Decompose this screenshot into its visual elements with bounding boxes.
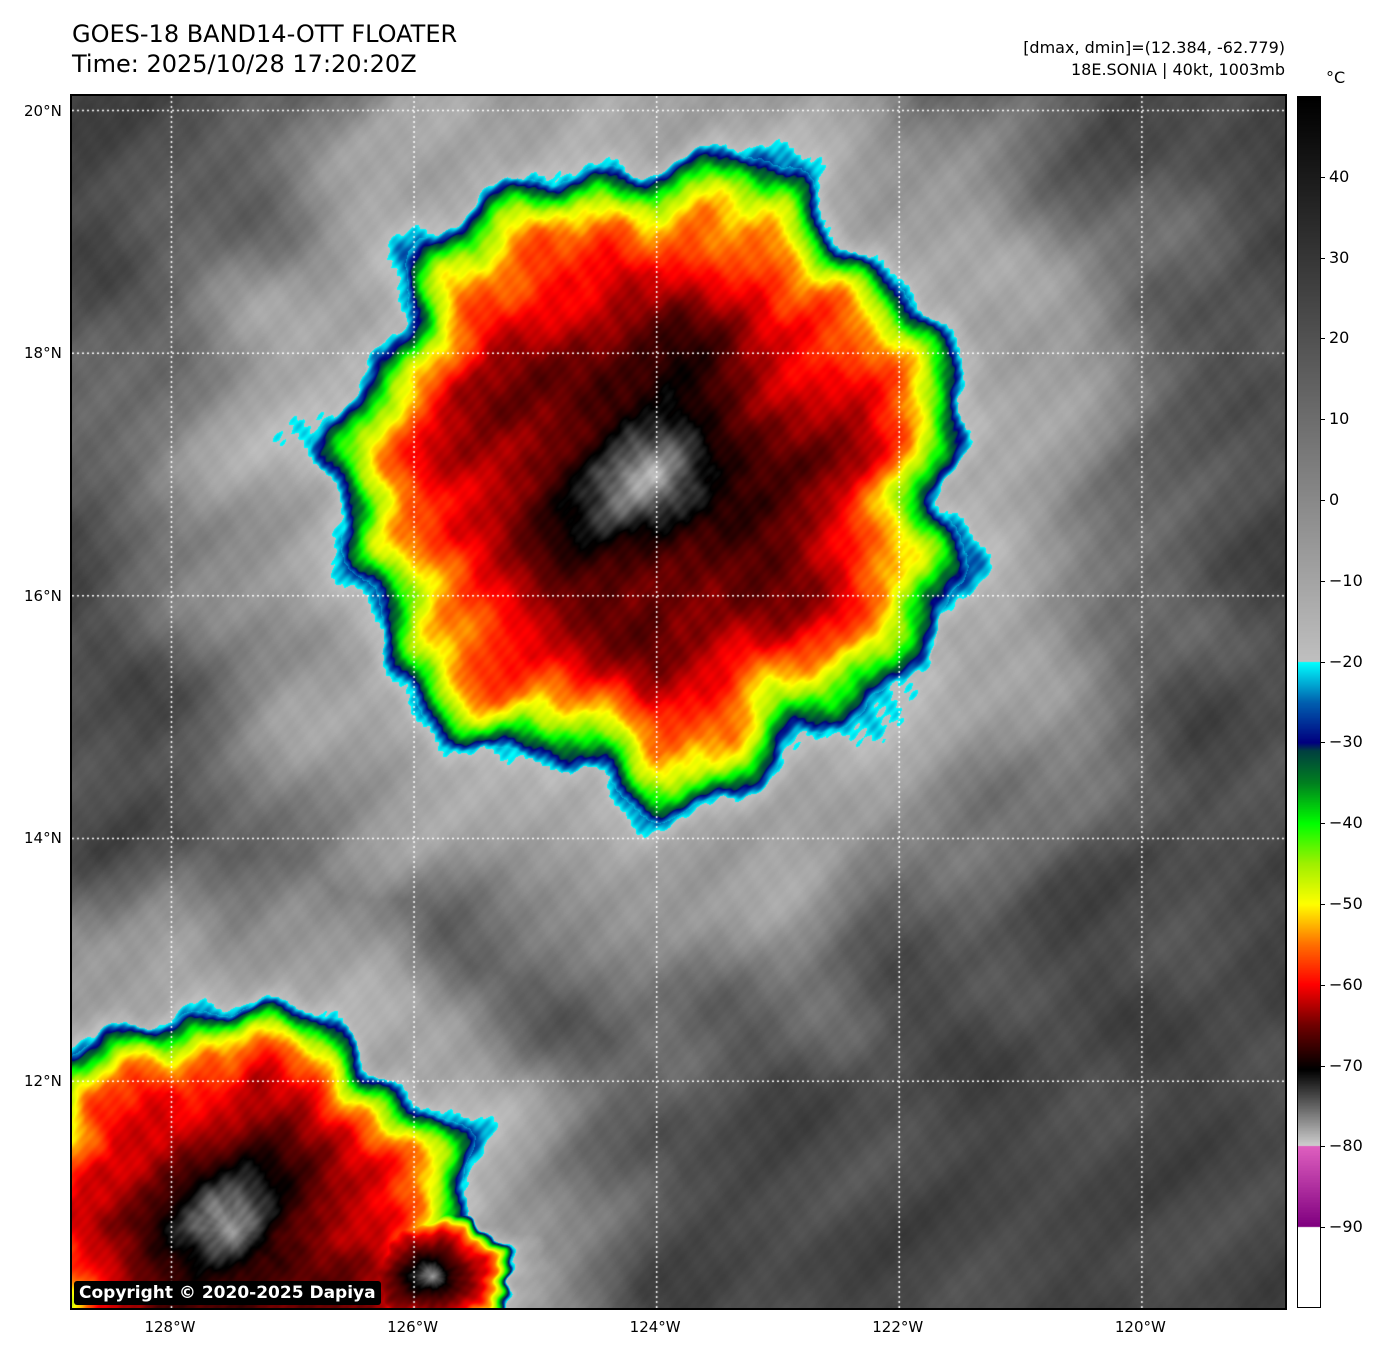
colorbar-tick-label: −40 [1329, 813, 1363, 833]
colorbar-tick-label: −80 [1329, 1136, 1363, 1156]
storm-info: 18E.SONIA | 40kt, 1003mb [1070, 60, 1285, 79]
colorbar [1297, 96, 1321, 1308]
colorbar-tick-mark [1321, 661, 1325, 663]
colorbar-tick-mark [1321, 580, 1325, 582]
colorbar-tick-mark [1321, 257, 1325, 259]
infrared-imagery [72, 96, 1285, 1308]
colorbar-tick-label: −70 [1329, 1055, 1363, 1075]
colorbar-tick-mark [1321, 1065, 1325, 1067]
longitude-label: 126°W [387, 1318, 439, 1336]
colorbar-tick-label: 30 [1329, 247, 1350, 267]
colorbar-tick-label: −90 [1329, 1217, 1363, 1237]
colorbar-tick-label: −30 [1329, 732, 1363, 752]
colorbar-tick-label: 0 [1329, 490, 1340, 509]
colorbar-tick-label: 10 [1329, 409, 1350, 429]
colorbar-unit: °C [1326, 68, 1346, 87]
longitude-label: 128°W [144, 1318, 196, 1336]
colorbar-tick-mark [1321, 823, 1325, 825]
satellite-image [70, 94, 1287, 1310]
colorbar-tick-label: 40 [1329, 166, 1350, 186]
colorbar-tick-mark [1321, 1146, 1325, 1148]
colorbar-tick-label: −50 [1329, 894, 1363, 913]
latitude-label: 12°N [24, 1072, 62, 1091]
colorbar-tick-mark [1321, 1227, 1325, 1229]
colorbar-tick-label: −60 [1329, 974, 1363, 994]
latitude-label: 14°N [24, 829, 62, 848]
colorbar-tick-label: 20 [1329, 328, 1350, 348]
latitude-label: 18°N [24, 344, 62, 363]
longitude-label: 120°W [1114, 1318, 1166, 1336]
timestamp: Time: 2025/10/28 17:20:20Z [72, 50, 417, 78]
colorbar-tick-mark [1321, 742, 1325, 744]
colorbar-tick-label: −10 [1329, 570, 1363, 590]
latitude-label: 20°N [24, 101, 62, 120]
colorbar-tick-mark [1321, 338, 1325, 340]
latitude-label: 16°N [24, 586, 62, 605]
colorbar-tick-mark [1321, 984, 1325, 986]
colorbar-tick-mark [1321, 419, 1325, 421]
colorbar-tick-mark [1321, 904, 1325, 905]
chart-title: GOES-18 BAND14-OTT FLOATER [72, 20, 458, 48]
data-range: [dmax, dmin]=(12.384, -62.779) [1023, 38, 1285, 57]
colorbar-tick-mark [1321, 500, 1325, 501]
copyright-label: Copyright © 2020-2025 Dapiya [74, 1281, 381, 1305]
colorbar-tick-label: −20 [1329, 651, 1363, 671]
longitude-label: 122°W [872, 1318, 924, 1336]
longitude-label: 124°W [629, 1318, 681, 1336]
colorbar-tick-mark [1321, 176, 1325, 178]
